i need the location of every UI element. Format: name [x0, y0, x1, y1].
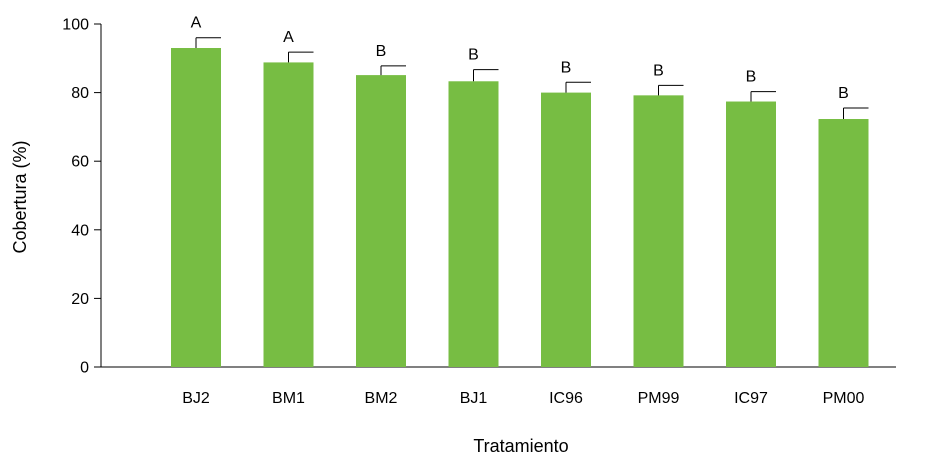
y-tick-label: 40	[71, 222, 89, 239]
y-tick-label: 20	[71, 291, 89, 308]
bar	[356, 75, 406, 368]
significance-label: B	[653, 62, 664, 79]
bars: A A B B B B B B	[171, 15, 869, 368]
significance-label: B	[561, 59, 572, 76]
bar	[818, 119, 869, 367]
x-tick-label: PM00	[823, 390, 865, 407]
x-tick-label: BJ1	[460, 390, 488, 407]
bar	[263, 62, 314, 367]
x-tick-label: BM1	[272, 390, 305, 407]
significance-label: A	[283, 29, 294, 46]
bar	[541, 92, 591, 367]
x-axis: BJ2 BM1 BM2 BJ1 IC96 PM99 IC97 PM00	[101, 366, 896, 407]
x-tick-label: BJ2	[182, 390, 210, 407]
significance-label: A	[191, 15, 202, 32]
significance-label: B	[746, 69, 757, 86]
significance-label: B	[468, 47, 479, 64]
bar	[726, 101, 776, 367]
bar	[448, 81, 499, 367]
bar	[171, 48, 221, 367]
bar	[633, 95, 684, 368]
y-axis: 0 20 40 60 80 100	[62, 17, 102, 377]
significance-label: B	[838, 85, 849, 102]
y-tick-label: 80	[71, 85, 89, 102]
x-tick-label: IC96	[549, 390, 583, 407]
x-tick-label: PM99	[638, 390, 680, 407]
y-tick-label: 60	[71, 154, 89, 171]
significance-label: B	[376, 43, 387, 60]
x-tick-label: IC97	[734, 390, 768, 407]
y-tick-label: 0	[80, 360, 89, 377]
y-axis-title: Cobertura (%)	[10, 140, 30, 253]
x-tick-label: BM2	[365, 390, 398, 407]
x-axis-title: Tratamiento	[473, 436, 568, 456]
y-tick-label: 100	[62, 17, 89, 34]
